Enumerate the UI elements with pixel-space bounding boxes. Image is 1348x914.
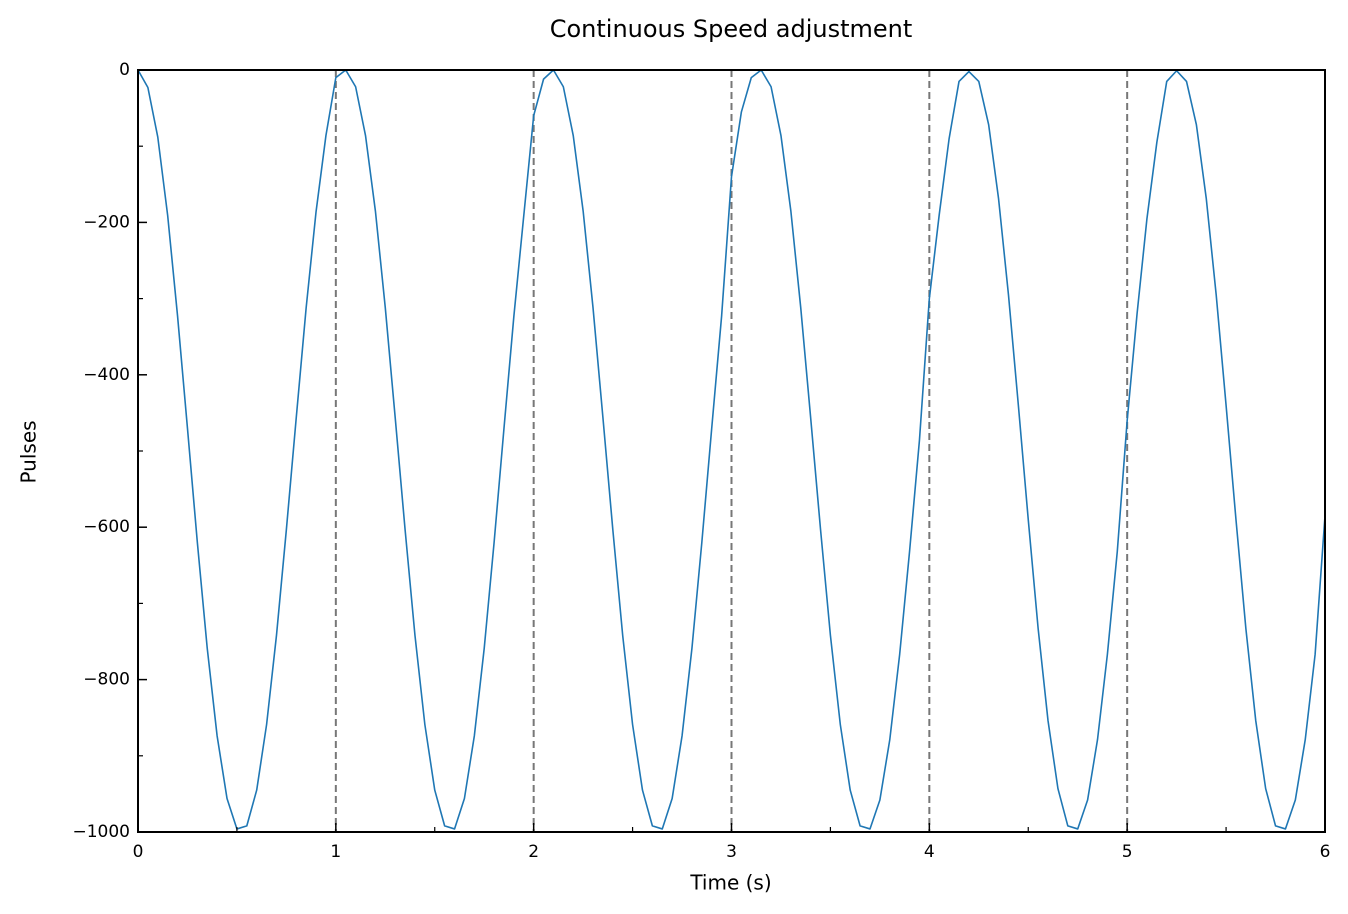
x-axis-label: Time (s) [689, 871, 771, 895]
chart-title: Continuous Speed adjustment [550, 15, 913, 43]
y-tick-label: 0 [119, 60, 130, 80]
x-tick-label: 2 [528, 842, 539, 862]
y-tick-label: −400 [83, 365, 130, 385]
y-tick-label: −600 [83, 517, 130, 537]
x-tick-label: 0 [133, 842, 144, 862]
x-tick-label: 3 [726, 842, 737, 862]
x-tick-label: 5 [1122, 842, 1133, 862]
y-tick-label: −200 [83, 212, 130, 232]
y-axis-label: Pulses [17, 420, 41, 483]
y-tick-label: −1000 [72, 822, 130, 842]
x-tick-label: 6 [1320, 842, 1331, 862]
data-line [137, 69, 1326, 830]
x-tick-label: 1 [330, 842, 341, 862]
x-tick-label: 4 [924, 842, 935, 862]
y-tick-label: −800 [83, 670, 130, 690]
